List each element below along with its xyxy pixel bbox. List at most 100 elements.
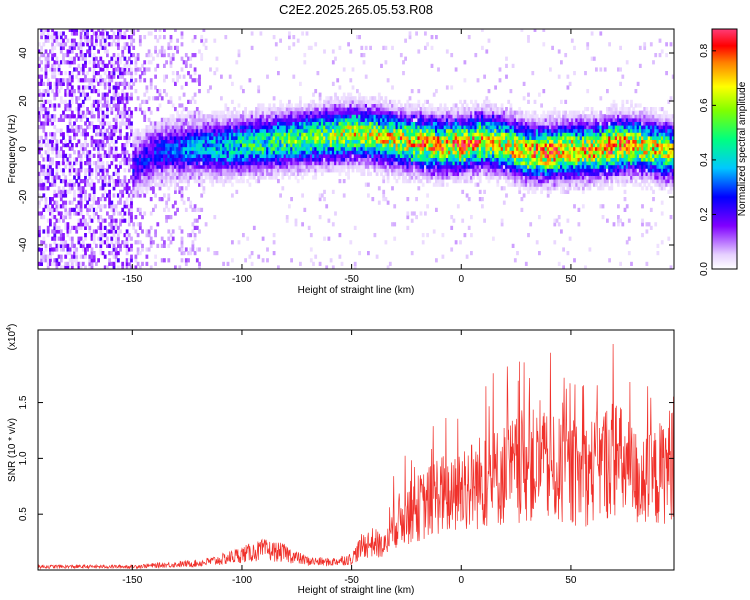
heatmap-cell: [441, 175, 445, 180]
heatmap-cell: [312, 107, 315, 112]
heatmap-cell: [202, 42, 206, 47]
heatmap-cell: [136, 153, 140, 158]
heatmap-cell: [349, 150, 353, 155]
heatmap-cell: [281, 128, 285, 133]
heatmap-cell: [421, 175, 425, 180]
heatmap-cell: [435, 117, 438, 122]
heatmap-cell: [268, 121, 272, 126]
heatmap-cell: [163, 164, 166, 169]
heatmap-cell: [437, 150, 440, 155]
heatmap-cell: [292, 164, 296, 169]
heatmap-cell: [103, 233, 107, 238]
heatmap-cell: [443, 175, 447, 180]
heatmap-cell: [281, 125, 285, 130]
heatmap-cell: [154, 179, 157, 184]
heatmap-cell: [130, 121, 133, 126]
heatmap-cell: [206, 171, 210, 176]
heatmap-cell: [329, 121, 333, 126]
heatmap-cell: [90, 81, 94, 86]
heatmap-cell: [424, 161, 427, 166]
heatmap-cell: [86, 35, 89, 40]
heatmap-cell: [106, 171, 109, 176]
heatmap-cell: [375, 161, 379, 166]
heatmap-cell: [239, 164, 243, 169]
heatmap-cell: [57, 204, 61, 209]
heatmap-cell: [64, 157, 68, 162]
heatmap-cell: [46, 110, 50, 115]
heatmap-cell: [77, 186, 81, 191]
heatmap-cell: [46, 168, 50, 173]
heatmap-cell: [364, 96, 368, 101]
heatmap-cell: [342, 153, 346, 158]
heatmap-cell: [55, 60, 59, 65]
heatmap-cell: [296, 38, 300, 43]
heatmap-cell: [46, 92, 50, 97]
heatmap-cell: [373, 103, 377, 108]
heatmap-cell: [445, 125, 449, 130]
heatmap-cell: [46, 175, 50, 180]
heatmap-cell: [417, 128, 421, 133]
heatmap-cell: [435, 89, 438, 94]
heatmap-cell: [296, 153, 300, 158]
heatmap-cell: [163, 146, 166, 151]
heatmap-cell: [90, 89, 94, 94]
heatmap-cell: [121, 67, 125, 72]
heatmap-cell: [77, 261, 81, 266]
heatmap-cell: [119, 60, 122, 65]
heatmap-cell: [73, 42, 76, 47]
heatmap-cell: [257, 110, 261, 115]
heatmap-cell: [189, 175, 193, 180]
heatmap-cell: [373, 114, 377, 119]
heatmap-cell: [279, 125, 282, 130]
heatmap-cell: [127, 121, 131, 126]
heatmap-cell: [340, 125, 344, 130]
heatmap-cell: [360, 164, 364, 169]
heatmap-cell: [114, 107, 118, 112]
heatmap-cell: [432, 128, 436, 133]
heatmap-cell: [178, 189, 182, 194]
heatmap-cell: [55, 200, 59, 205]
heatmap-cell: [202, 179, 206, 184]
heatmap-cell: [222, 132, 225, 137]
heatmap-cell: [156, 128, 160, 133]
heatmap-cell: [334, 107, 337, 112]
heatmap-cell: [408, 175, 412, 180]
heatmap-cell: [141, 161, 144, 166]
heatmap-cell: [338, 161, 342, 166]
heatmap-cell: [228, 171, 232, 176]
heatmap-cell: [358, 143, 361, 148]
heatmap-cell: [252, 225, 256, 230]
heatmap-cell: [382, 128, 386, 133]
heatmap-cell: [110, 63, 114, 68]
heatmap-cell: [292, 153, 296, 158]
heatmap-cell: [49, 247, 52, 252]
heatmap-cell: [351, 132, 355, 137]
heatmap-cell: [88, 53, 92, 58]
heatmap-cell: [307, 117, 311, 122]
heatmap-cell: [130, 258, 133, 263]
heatmap-cell: [156, 150, 160, 155]
heatmap-cell: [312, 135, 315, 140]
heatmap-cell: [391, 186, 394, 191]
heatmap-cell: [136, 56, 140, 61]
heatmap-cell: [195, 161, 199, 166]
heatmap-cell: [86, 42, 89, 47]
heatmap-cell: [193, 236, 197, 241]
heatmap-cell: [371, 99, 375, 104]
heatmap-cell: [338, 85, 342, 90]
heatmap-cell: [248, 168, 252, 173]
heatmap-cell: [167, 175, 171, 180]
heatmap-cell: [252, 171, 256, 176]
heatmap-cell: [270, 135, 274, 140]
heatmap-cell: [233, 135, 236, 140]
heatmap-cell: [215, 179, 219, 184]
heatmap-cell: [239, 168, 243, 173]
heatmap-cell: [73, 31, 76, 36]
heatmap-cell: [59, 168, 63, 173]
heatmap-cell: [437, 157, 440, 162]
heatmap-cell: [255, 157, 258, 162]
heatmap-cell: [426, 204, 429, 209]
heatmap-cell: [90, 258, 94, 263]
heatmap-cell: [386, 200, 390, 205]
heatmap-cell: [154, 45, 157, 50]
